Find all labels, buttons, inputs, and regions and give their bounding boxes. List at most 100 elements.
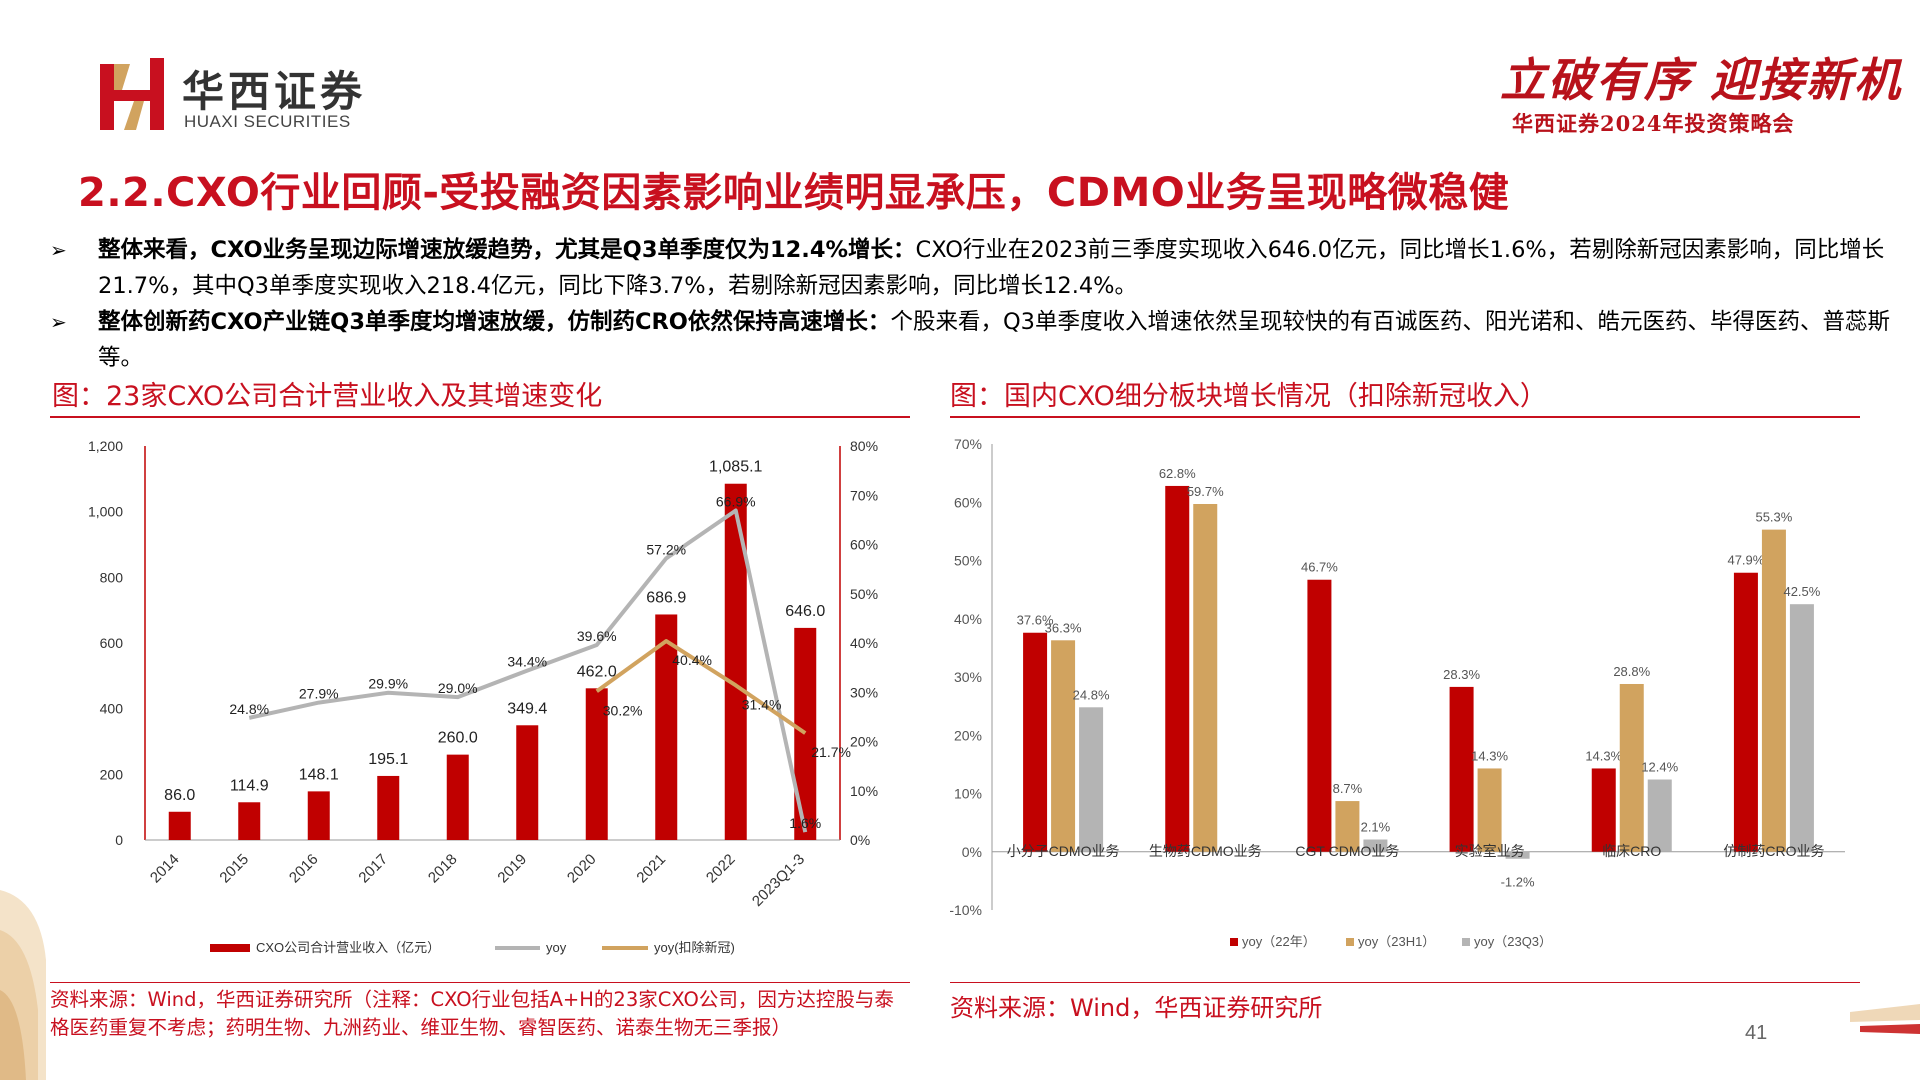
x-category-label: 2014: [147, 851, 183, 887]
segment-bar-label: 14.3%: [1471, 748, 1508, 763]
arrow-bullet-icon: ➢: [50, 310, 67, 334]
y-tick-label: 40%: [954, 611, 982, 627]
page-title: 2.2.CXO行业回顾-受投融资因素影响业绩明显承压，CDMO业务呈现略微稳健: [78, 170, 1510, 216]
bullet-item: ➢ 整体来看，CXO业务呈现边际增速放缓趋势，尤其是Q3单季度仅为12.4%增长：…: [50, 232, 1890, 304]
y-right-tick-label: 10%: [850, 783, 878, 799]
figure-left-rule: [50, 416, 910, 418]
legend-swatch: [1230, 938, 1238, 946]
legend-swatch: [1346, 938, 1354, 946]
y-tick-label: 20%: [954, 727, 982, 743]
y-right-tick-label: 70%: [850, 487, 878, 503]
revenue-bar: [168, 811, 191, 840]
huaxi-logo-icon: [100, 58, 164, 130]
figure-right-title: 图：国内CXO细分板块增长情况（扣除新冠收入）: [950, 381, 1547, 412]
segment-bar-label: 42.5%: [1783, 584, 1820, 599]
y-right-tick-label: 0%: [850, 832, 870, 848]
segment-bar-label: 8.7%: [1333, 781, 1363, 796]
y-left-tick-label: 0: [115, 832, 123, 848]
bullet-item: ➢ 整体创新药CXO产业链Q3单季度均增速放缓，仿制药CRO依然保持高速增长：个股…: [50, 304, 1890, 376]
decorative-corner-left: [0, 890, 46, 1080]
y-left-tick-label: 600: [100, 635, 124, 651]
yoy-ex-covid-point-label: 30.2%: [603, 702, 643, 718]
segment-bar: [1307, 579, 1332, 852]
yoy-point-label: 24.8%: [229, 701, 269, 717]
yoy-point-label: 57.2%: [646, 541, 686, 557]
figure-left-bottom-rule: [50, 982, 910, 983]
x-category-label: 2023Q1-3: [749, 851, 808, 910]
segment-bar: [1477, 768, 1502, 852]
revenue-bar-label: 260.0: [438, 730, 478, 747]
yoy-point-label: 34.4%: [507, 654, 547, 670]
x-category-label: 仿制药CRO业务: [1723, 843, 1824, 859]
revenue-bar: [377, 775, 400, 840]
y-right-tick-label: 60%: [850, 537, 878, 553]
segment-bar: [1591, 768, 1616, 852]
y-tick-label: 10%: [954, 786, 982, 802]
y-right-tick-label: 80%: [850, 438, 878, 454]
segment-growth-chart: -10% 0% 10% 20% 30% 40% 50% 60% 70% 37.6% 62.8% 46.…: [949, 436, 1845, 949]
brand-name-en: HUAXI SECURITIES: [184, 112, 351, 131]
revenue-bar: [794, 627, 817, 840]
yoy-line: [248, 508, 808, 833]
segment-bar-label: 55.3%: [1755, 510, 1792, 525]
revenue-bar-label: 114.9: [230, 777, 269, 794]
y-right-tick-label: 30%: [850, 684, 878, 700]
x-category-label: 2015: [216, 851, 252, 887]
segment-bar: [1023, 632, 1048, 852]
segment-bar: [1165, 485, 1190, 852]
segment-bar: [1505, 851, 1530, 859]
revenue-bar-label: 686.9: [646, 589, 686, 606]
segment-bar: [1051, 640, 1076, 852]
yoy-ex-covid-point-label: 21.7%: [811, 744, 851, 760]
segment-bar: [1647, 779, 1672, 852]
x-category-label: CGT CDMO业务: [1295, 843, 1399, 859]
bullet-heading: 整体创新药CXO产业链Q3单季度均增速放缓，仿制药CRO依然保持高速增长：: [98, 309, 891, 335]
segment-bar-label: 2.1%: [1361, 820, 1391, 835]
segment-bar-label: 62.8%: [1159, 466, 1196, 481]
segment-bar-label: 14.3%: [1585, 748, 1622, 763]
figure-right-bottom-rule: [950, 982, 1860, 983]
revenue-bar: [307, 791, 330, 840]
y-left-tick-label: 1,000: [88, 504, 123, 520]
y-tick-label: 70%: [954, 436, 982, 452]
y-left-tick-label: 400: [100, 701, 124, 717]
revenue-bar: [724, 483, 747, 840]
yoy-point-label: 1.6%: [789, 815, 821, 831]
yoy-point-label: 27.9%: [299, 686, 339, 702]
summary-bullets: ➢ 整体来看，CXO业务呈现边际增速放缓趋势，尤其是Q3单季度仅为12.4%增长：…: [50, 232, 1890, 376]
yoy-ex-covid-line: [595, 639, 807, 735]
y-right-tick-label: 40%: [850, 635, 878, 651]
y-tick-label: 50%: [954, 553, 982, 569]
x-category-label: 2022: [703, 851, 739, 887]
segment-bar: [1761, 529, 1786, 852]
x-category-label: 2017: [355, 851, 391, 887]
figure-right-rule: [950, 416, 1860, 418]
segment-bar: [1363, 839, 1388, 852]
x-category-label: 2021: [633, 851, 669, 887]
segment-bar-label: 47.9%: [1727, 553, 1764, 568]
y-left-tick-label: 1,200: [88, 438, 123, 454]
brand-name-cn: 华西证券: [182, 67, 367, 116]
arrow-bullet-icon: ➢: [50, 238, 67, 262]
segment-bar-label: 24.8%: [1073, 687, 1110, 702]
segment-bar: [1733, 572, 1758, 852]
segment-bar: [1193, 503, 1218, 852]
segment-bar-label: 36.3%: [1045, 620, 1082, 635]
legend-label: yoy（23H1）: [1358, 934, 1435, 949]
revenue-bar: [446, 754, 469, 840]
segment-bar: [1789, 604, 1814, 852]
bullet-heading: 整体来看，CXO业务呈现边际增速放缓趋势，尤其是Q3单季度仅为12.4%增长：: [98, 237, 916, 263]
segment-bar: [1079, 707, 1104, 852]
segment-bar-label: 28.3%: [1443, 667, 1480, 682]
segment-bar-label: -1.2%: [1501, 875, 1535, 890]
x-category-label: 生物药CDMO业务: [1149, 843, 1262, 859]
x-category-label: 2018: [425, 851, 461, 887]
revenue-bar-label: 462.0: [577, 663, 617, 680]
bullet-text: 个股来看，Q3单季度收入增速依然呈现较快的有百诚医药、阳光诺和、皓元医药、毕得医…: [98, 309, 1890, 371]
decorative-corner-right: [1850, 1004, 1920, 1034]
y-left-tick-label: 800: [100, 569, 124, 585]
revenue-bar-label: 86.0: [164, 787, 195, 804]
revenue-growth-chart: 0 200 400 600 800 1,000 1,200 0% 10% 20% 30% 40% 50%…: [88, 438, 878, 955]
yoy-point-label: 29.9%: [368, 676, 408, 692]
y-tick-label: 30%: [954, 669, 982, 685]
